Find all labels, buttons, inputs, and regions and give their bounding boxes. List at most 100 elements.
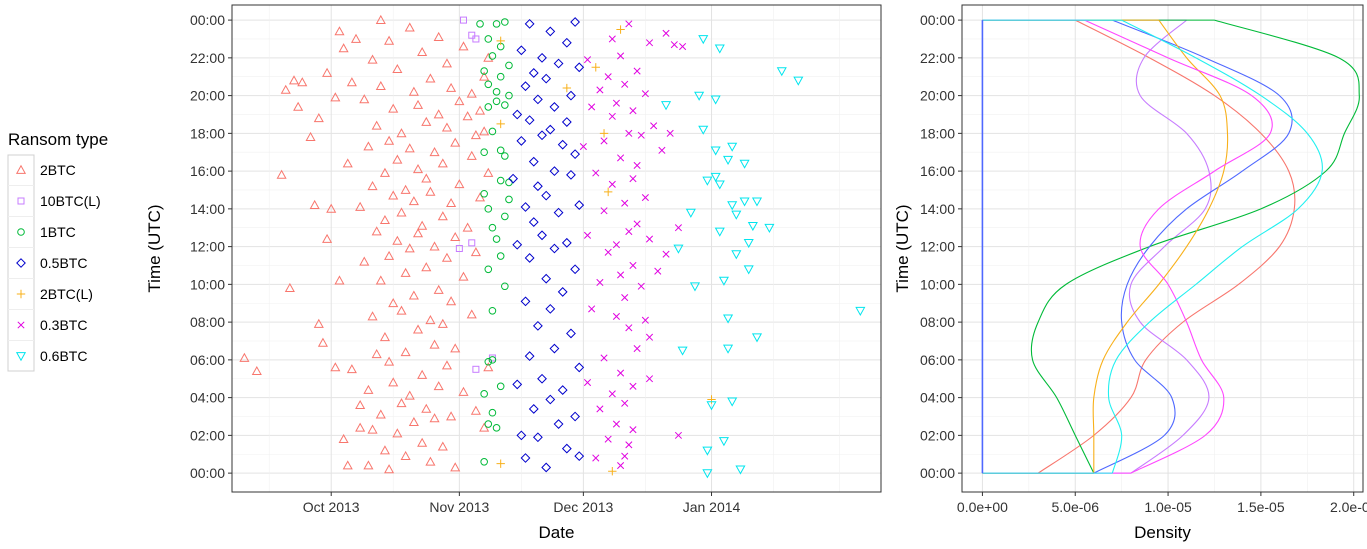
density-y-tick-label: 10:00: [920, 276, 955, 292]
legend: Ransom type 2BTC 10BTC(L) 1BTC 0.5BTC 2BTC(L)…: [7, 130, 108, 372]
density-y-tick-label: 08:00: [920, 314, 955, 330]
data-point: [496, 119, 505, 129]
scatter-y-tick-label: 00:00: [190, 465, 225, 481]
data-point: [433, 109, 444, 119]
scatter-x-tick-label: Jan 2014: [683, 499, 741, 515]
data-point: [557, 139, 568, 150]
data-point: [496, 36, 505, 46]
data-point: [537, 373, 547, 384]
data-point: [338, 433, 349, 444]
density-y-tick-label: 16:00: [920, 163, 955, 179]
data-point: [334, 275, 345, 285]
data-point: [617, 154, 625, 162]
data-point: [322, 67, 333, 77]
data-point: [508, 173, 519, 184]
data-point: [476, 20, 484, 28]
data-point: [480, 67, 488, 75]
density-y-tick-label: 00:00: [920, 465, 955, 481]
data-point: [617, 52, 625, 60]
data-point: [776, 67, 787, 77]
data-point: [592, 454, 600, 462]
data-point: [727, 142, 738, 152]
data-point: [604, 73, 612, 81]
data-point: [239, 352, 250, 362]
data-point: [764, 223, 775, 233]
data-point: [330, 362, 341, 372]
data-point: [545, 394, 556, 405]
scatter-y-tick-label: 18:00: [190, 125, 225, 141]
data-point: [484, 103, 493, 111]
legend-label: 0.6BTC: [40, 348, 87, 364]
data-point: [425, 314, 436, 325]
data-point: [512, 379, 523, 390]
data-point: [466, 150, 477, 160]
data-point: [625, 227, 633, 236]
data-point: [677, 346, 688, 356]
data-point: [549, 102, 560, 112]
data-point: [342, 460, 353, 470]
data-point: [455, 245, 463, 252]
data-point: [617, 369, 625, 377]
data-point: [501, 212, 509, 221]
data-point: [479, 422, 490, 432]
data-point: [446, 82, 457, 92]
data-point: [625, 20, 633, 28]
data-point: [549, 166, 560, 177]
scatter-y-tick-label: 12:00: [190, 239, 225, 255]
data-point: [429, 413, 440, 423]
data-point: [706, 401, 717, 411]
data-point: [532, 181, 543, 192]
density-curve-10btc-l-: [1128, 19, 1212, 474]
data-point: [479, 126, 490, 136]
legend-key-2btc: [15, 164, 27, 174]
legend-label: 2BTC(L): [40, 286, 93, 302]
data-point: [437, 441, 448, 451]
data-point: [673, 244, 684, 254]
data-point: [488, 127, 497, 136]
scatter-panel-border: [231, 4, 882, 493]
data-point: [637, 131, 645, 139]
density-curve-0-6btc: [1107, 19, 1323, 474]
data-point: [412, 228, 424, 238]
density-y-tick-label: 18:00: [920, 125, 955, 141]
data-point: [574, 62, 585, 73]
data-point: [350, 33, 362, 43]
data-point: [545, 26, 556, 37]
scatter-y-tick-label: 22:00: [190, 50, 225, 66]
data-point: [446, 411, 457, 421]
density-curve-0-3btc: [1084, 19, 1273, 474]
legend-label: 0.5BTC: [40, 255, 87, 271]
data-point: [280, 84, 291, 94]
data-point: [396, 207, 407, 217]
data-point: [429, 147, 440, 157]
legend-label: 1BTC: [40, 224, 76, 240]
data-point: [528, 217, 539, 227]
data-point: [710, 146, 721, 156]
data-point: [441, 360, 453, 370]
data-point: [433, 381, 444, 391]
data-point: [516, 135, 527, 146]
data-point: [480, 148, 488, 157]
data-point: [505, 195, 513, 204]
series-0-5btc: [508, 17, 585, 473]
data-point: [446, 197, 457, 208]
data-point: [694, 91, 705, 101]
scatter-x-tick-label: Dec 2013: [553, 499, 613, 515]
data-point: [417, 46, 428, 57]
scatter-plot-background: [232, 5, 881, 492]
data-point: [404, 390, 415, 400]
density-panel-border: [961, 4, 1364, 493]
data-point: [375, 80, 386, 91]
data-point: [425, 73, 436, 83]
scatter-y-tick-label: 20:00: [190, 88, 225, 104]
data-point: [633, 344, 641, 353]
scatter-y-tick-label: 16:00: [190, 163, 225, 179]
legend-key-0-3btc: [17, 321, 25, 329]
data-point: [641, 90, 649, 98]
data-point: [501, 18, 509, 26]
data-point: [375, 14, 386, 24]
data-point: [666, 129, 674, 137]
data-point: [437, 318, 448, 328]
data-point: [446, 296, 457, 306]
data-point: [392, 235, 403, 245]
